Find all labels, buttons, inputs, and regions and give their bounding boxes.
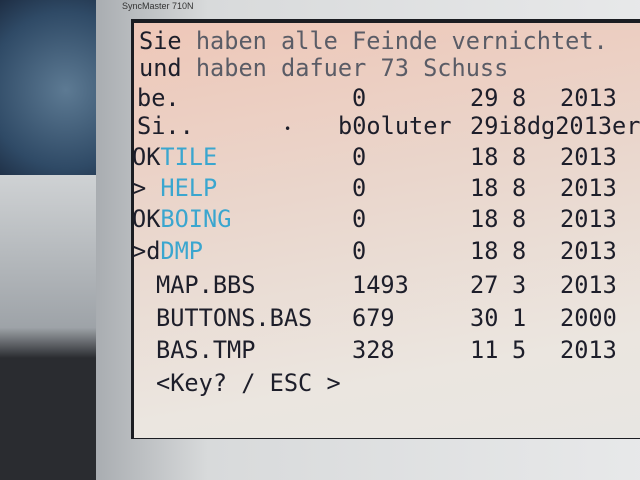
- file-size: 0: [352, 174, 367, 202]
- screen-display: [134, 23, 640, 438]
- row-prefix: >: [132, 174, 147, 202]
- file-name[interactable]: BUTTONS.BAS: [156, 304, 313, 332]
- message-line-2: und haben dafuer 73 Schuss: [139, 54, 509, 82]
- file-day: 29i8dg2013er: [470, 112, 640, 140]
- file-size: 1493: [352, 271, 409, 299]
- file-day: 18: [470, 205, 499, 233]
- file-year: 2013: [560, 205, 617, 233]
- background-desk: [0, 175, 105, 480]
- file-month: 5: [512, 336, 527, 364]
- file-year: 2013: [560, 84, 617, 112]
- row-prefix: be.: [137, 84, 180, 112]
- background-map: [0, 0, 110, 180]
- file-year: 2013: [560, 174, 617, 202]
- file-size: 0: [352, 205, 367, 233]
- file-year: 2000: [560, 304, 617, 332]
- file-name[interactable]: DMP: [160, 237, 204, 265]
- file-name[interactable]: MAP.BBS: [156, 271, 256, 299]
- file-size: 679: [352, 304, 395, 332]
- message-line-1: Sie haben alle Feinde vernichtet.: [139, 27, 608, 55]
- file-month: 8: [512, 237, 527, 265]
- file-month: 8: [512, 84, 527, 112]
- key-prompt: <Key? / ESC >: [156, 369, 341, 397]
- file-month: 8: [512, 205, 527, 233]
- file-day: 18: [470, 174, 499, 202]
- monitor-brand: SyncMaster 710N: [122, 1, 194, 11]
- file-day: 30: [470, 304, 499, 332]
- file-year: 2013: [560, 237, 617, 265]
- dot-artifact: •: [284, 122, 292, 136]
- file-day: 18: [470, 237, 499, 265]
- file-year: 2013: [560, 143, 617, 171]
- file-month: 8: [512, 174, 527, 202]
- message-text: haben dafuer 73 Schuss: [181, 54, 509, 82]
- file-size: 0: [352, 143, 367, 171]
- file-name[interactable]: HELP: [146, 174, 218, 202]
- file-name[interactable]: BAS.TMP: [156, 336, 256, 364]
- file-year: 2013: [560, 336, 617, 364]
- file-month: 1: [512, 304, 527, 332]
- file-month: 3: [512, 271, 527, 299]
- row-prefix: OK: [132, 205, 161, 233]
- file-name[interactable]: BOING: [160, 205, 232, 233]
- file-size: 0: [352, 237, 367, 265]
- file-month: 8: [512, 143, 527, 171]
- message-word: und: [139, 54, 182, 82]
- row-prefix: OK: [132, 143, 161, 171]
- file-name[interactable]: TILE: [160, 143, 218, 171]
- message-text: haben alle Feinde vernichtet.: [181, 27, 608, 55]
- file-day: 29: [470, 84, 499, 112]
- file-size: 328: [352, 336, 395, 364]
- message-word: Sie: [139, 27, 182, 55]
- file-day: 18: [470, 143, 499, 171]
- row-prefix: >d: [132, 237, 161, 265]
- file-day: 27: [470, 271, 499, 299]
- file-year: 2013: [560, 271, 617, 299]
- file-day: 11: [470, 336, 499, 364]
- row-prefix: Si..: [137, 112, 194, 140]
- file-size: b0oluter: [338, 112, 452, 140]
- file-size: 0: [352, 84, 367, 112]
